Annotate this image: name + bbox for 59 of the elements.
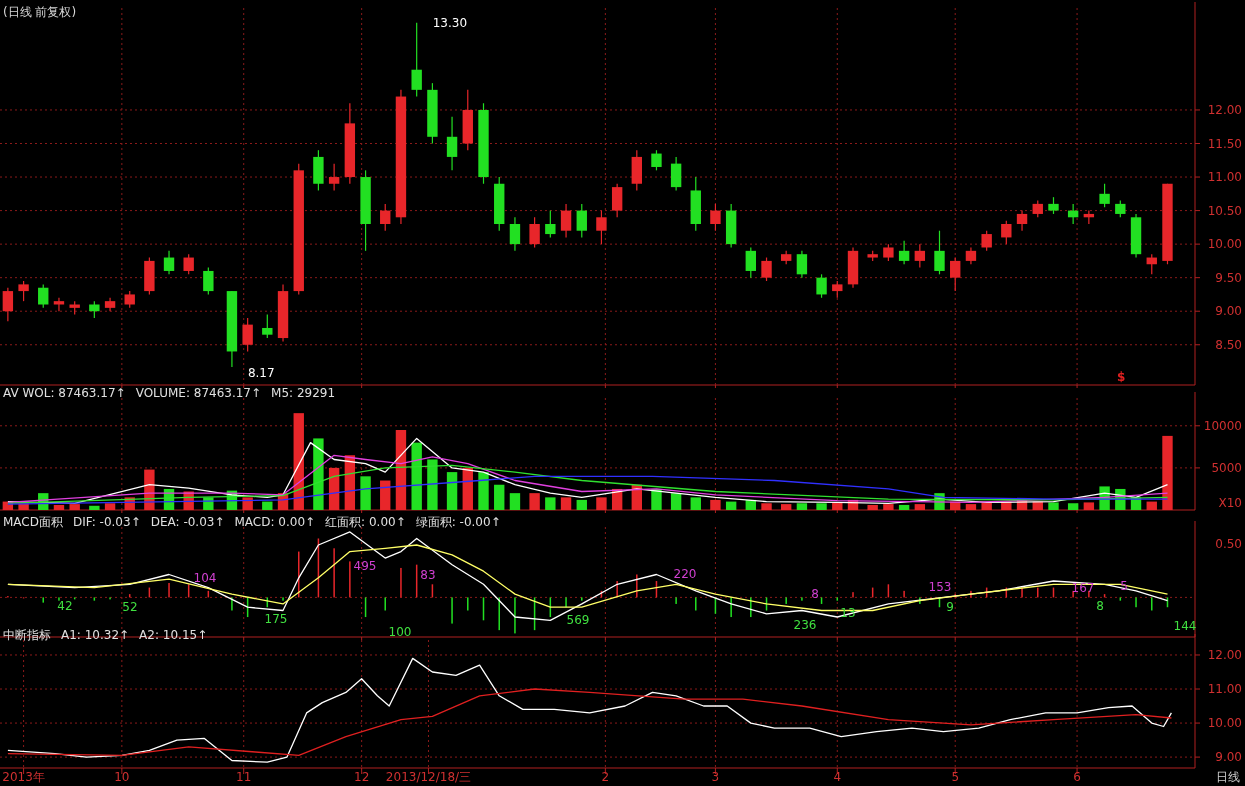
text: DIF: -0.03↑	[72, 515, 141, 529]
y-tick-label: 9.00	[1215, 750, 1242, 765]
y-tick-label: 12.00	[1207, 647, 1242, 662]
y-tick-label: 5000	[1211, 460, 1242, 475]
x-tick-label: 3	[711, 770, 720, 784]
annotation: VOLUME: 87463.17↑	[135, 386, 262, 400]
y-tick-label: 12.00	[1207, 102, 1242, 117]
annotation: M5: 29291	[271, 386, 336, 400]
annotation: 8.17	[247, 365, 275, 380]
annotation: 52	[122, 600, 138, 614]
annotation: 495	[353, 559, 377, 573]
y-tick-label: 8.50	[1215, 337, 1242, 352]
annotation: 9	[946, 600, 954, 614]
x-tick-label: 2013年	[2, 770, 45, 784]
text: MACD: 0.00↑	[234, 515, 316, 529]
annotation: 144	[1173, 619, 1197, 633]
x-tick-label: 11	[236, 770, 252, 784]
y-tick-label: 10.50	[1207, 203, 1242, 218]
annotation: A1: 10.32↑	[61, 628, 130, 642]
text: MACD面积	[3, 515, 63, 529]
annotation: 167	[1071, 581, 1095, 595]
text: DEA: -0.03↑	[150, 515, 225, 529]
annotation: 42	[57, 599, 73, 613]
annotation: 153	[928, 580, 952, 594]
annotation: 13.30	[432, 15, 468, 30]
y-axis-title: 0.50	[1215, 536, 1242, 551]
y-tick-label: 9.00	[1215, 304, 1242, 319]
annotation: 236	[793, 618, 817, 632]
x-tick-label: 4	[833, 770, 842, 784]
x-tick-label: 12	[354, 770, 370, 784]
y-tick-label: 10.00	[1207, 716, 1242, 731]
annotation: 中断指标	[3, 628, 51, 642]
y-tick-label: 11.00	[1207, 170, 1242, 185]
x-tick-label: 5	[951, 770, 960, 784]
x-tick-label: 2	[601, 770, 610, 784]
annotation: 8	[811, 587, 819, 601]
y-tick-label: 10.00	[1207, 237, 1242, 252]
text: 红面积: 0.00↑	[325, 515, 406, 529]
y-tick-label: 11.50	[1207, 136, 1242, 151]
annotation: A2: 10.15↑	[139, 628, 208, 642]
x-axis-title: 日线	[1216, 770, 1240, 784]
annotation: AV WOL: 87463.17↑	[3, 386, 126, 400]
annotation: $	[1117, 370, 1126, 384]
x-tick-label: 2013/12/18/三	[385, 770, 472, 784]
annotation: 104	[193, 571, 217, 585]
y-tick-label: 11.00	[1207, 682, 1242, 697]
annotation: 83	[420, 568, 436, 582]
annotation: 569	[566, 613, 590, 627]
annotation: 175	[264, 612, 288, 626]
chart-title: (日线 前复权)	[3, 5, 77, 19]
text: 绿面积: -0.00↑	[415, 515, 501, 529]
annotation: 8	[1096, 599, 1104, 613]
y-tick-label: 10000	[1203, 418, 1242, 433]
y-tick-label: 9.50	[1215, 270, 1242, 285]
annotation: 220	[673, 567, 697, 581]
y-axis-title: X10	[1218, 496, 1242, 510]
x-tick-label: 10	[114, 770, 130, 784]
x-tick-label: 6	[1073, 770, 1081, 784]
annotation: 100	[388, 625, 412, 639]
